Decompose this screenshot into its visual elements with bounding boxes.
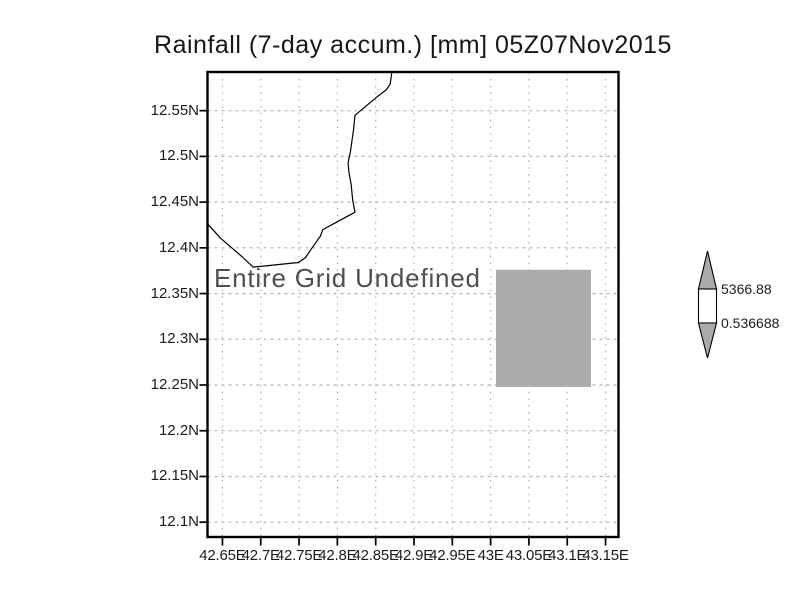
y-tick-label: 12.25N (150, 376, 199, 394)
plot-title: Rainfall (7-day accum.) [mm] 05Z07Nov201… (154, 31, 672, 59)
colorbar-min-label: 0.536688 (721, 315, 780, 331)
y-tick-label: 12.15N (150, 467, 199, 485)
colorbar-max-label: 5366.88 (721, 281, 772, 297)
x-tick-label: 43.15E (582, 547, 629, 564)
coastline-path (206, 72, 393, 268)
y-tick-label: 12.55N (150, 101, 199, 119)
x-tick-label: 42.9E (394, 547, 434, 564)
y-tick-label: 12.5N (158, 147, 199, 165)
colorbar-up-arrow (697, 250, 718, 290)
y-tick-label: 12.45N (150, 193, 199, 211)
x-tick-label: 42.85E (352, 547, 400, 564)
y-tick-label: 12.2N (158, 421, 199, 439)
undefined-annotation: Entire Grid Undefined (214, 263, 481, 293)
y-tick-label: 12.35N (150, 284, 199, 302)
y-tick-label: 12.1N (158, 513, 199, 531)
undefined-region-rect (496, 269, 591, 387)
x-tick-label: 42.95E (429, 547, 476, 564)
y-tick-label: 12.3N (158, 330, 199, 348)
x-tick-label: 42.7E (241, 547, 280, 564)
x-tick-label: 42.8E (318, 547, 357, 564)
x-tick-label: 43.1E (548, 547, 587, 564)
colorbar-box (697, 288, 718, 324)
plot-frame (206, 70, 620, 539)
y-tick-label: 12.4N (158, 238, 199, 256)
x-tick-label: 43E (477, 547, 504, 564)
x-axis-labels: 42.65E 42.7E 42.75E 42.8E 42.85E 42.9E 42.95E 4… (0, 547, 792, 567)
x-tick-label: 42.75E (275, 547, 323, 564)
x-tick-label: 42.65E (199, 547, 246, 564)
x-tick-label: 43.05E (505, 547, 553, 564)
colorbar-down-arrow (697, 322, 718, 359)
